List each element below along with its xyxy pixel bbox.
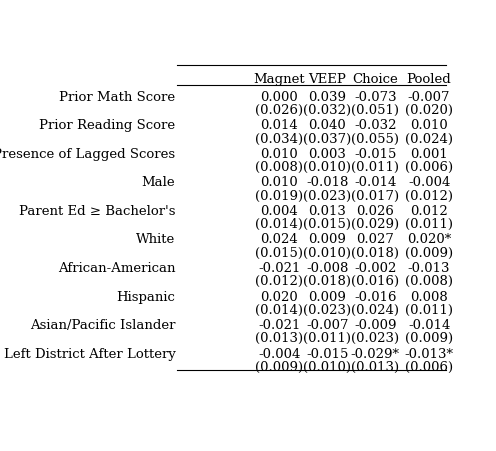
Text: (0.010): (0.010) (303, 360, 351, 373)
Text: 0.013: 0.013 (309, 204, 346, 217)
Text: -0.029*: -0.029* (351, 347, 400, 360)
Text: (0.017): (0.017) (351, 189, 399, 202)
Text: (0.023): (0.023) (303, 303, 351, 316)
Text: (0.008): (0.008) (255, 161, 303, 174)
Text: (0.006): (0.006) (405, 360, 453, 373)
Text: -0.021: -0.021 (258, 262, 301, 274)
Text: -0.009: -0.009 (354, 318, 396, 331)
Text: (0.010): (0.010) (303, 246, 351, 259)
Text: Parent Ed ≥ Bachelor's: Parent Ed ≥ Bachelor's (19, 204, 176, 217)
Text: 0.009: 0.009 (309, 233, 346, 246)
Text: -0.021: -0.021 (258, 318, 301, 331)
Text: (0.026): (0.026) (255, 104, 303, 117)
Text: Asian/Pacific Islander: Asian/Pacific Islander (30, 318, 176, 331)
Text: Pooled: Pooled (407, 73, 451, 86)
Text: (0.009): (0.009) (405, 331, 453, 345)
Text: (0.051): (0.051) (351, 104, 399, 117)
Text: -0.013*: -0.013* (405, 347, 454, 360)
Text: (0.023): (0.023) (351, 331, 399, 345)
Text: (0.015): (0.015) (255, 246, 303, 259)
Text: (0.011): (0.011) (405, 218, 453, 230)
Text: 0.026: 0.026 (356, 204, 394, 217)
Text: (0.034): (0.034) (255, 132, 303, 145)
Text: (0.032): (0.032) (303, 104, 351, 117)
Text: (0.024): (0.024) (405, 132, 453, 145)
Text: (0.006): (0.006) (405, 161, 453, 174)
Text: -0.015: -0.015 (354, 147, 396, 161)
Text: (0.024): (0.024) (351, 303, 399, 316)
Text: (0.018): (0.018) (351, 246, 399, 259)
Text: 0.010: 0.010 (260, 176, 298, 189)
Text: 0.027: 0.027 (356, 233, 394, 246)
Text: -0.004: -0.004 (258, 347, 301, 360)
Text: 0.003: 0.003 (309, 147, 346, 161)
Text: -0.015: -0.015 (306, 347, 348, 360)
Text: (0.013): (0.013) (351, 360, 399, 373)
Text: -0.007: -0.007 (306, 318, 349, 331)
Text: (0.010): (0.010) (303, 161, 351, 174)
Text: 0.014: 0.014 (260, 119, 298, 132)
Text: 0.000: 0.000 (260, 91, 298, 104)
Text: -0.014: -0.014 (408, 318, 450, 331)
Text: Left District After Lottery: Left District After Lottery (3, 347, 176, 360)
Text: 0.040: 0.040 (309, 119, 346, 132)
Text: Hispanic: Hispanic (117, 290, 176, 303)
Text: White: White (136, 233, 176, 246)
Text: -0.004: -0.004 (408, 176, 450, 189)
Text: (0.012): (0.012) (255, 275, 303, 288)
Text: 0.001: 0.001 (410, 147, 448, 161)
Text: -0.073: -0.073 (354, 91, 397, 104)
Text: (0.019): (0.019) (255, 189, 303, 202)
Text: 0.039: 0.039 (308, 91, 346, 104)
Text: Prior Math Score: Prior Math Score (60, 91, 176, 104)
Text: 0.020: 0.020 (260, 290, 298, 303)
Text: (0.008): (0.008) (405, 275, 453, 288)
Text: (0.037): (0.037) (303, 132, 351, 145)
Text: (0.020): (0.020) (405, 104, 453, 117)
Text: -0.007: -0.007 (408, 91, 450, 104)
Text: Male: Male (142, 176, 176, 189)
Text: (0.014): (0.014) (255, 218, 303, 230)
Text: (0.011): (0.011) (303, 331, 351, 345)
Text: (0.018): (0.018) (303, 275, 351, 288)
Text: Magnet: Magnet (253, 73, 305, 86)
Text: 0.024: 0.024 (260, 233, 298, 246)
Text: Choice: Choice (353, 73, 398, 86)
Text: -0.013: -0.013 (408, 262, 450, 274)
Text: (0.013): (0.013) (255, 331, 303, 345)
Text: -0.008: -0.008 (306, 262, 348, 274)
Text: 0.008: 0.008 (410, 290, 448, 303)
Text: -0.014: -0.014 (354, 176, 396, 189)
Text: 0.010: 0.010 (260, 147, 298, 161)
Text: Presence of Lagged Scores: Presence of Lagged Scores (0, 147, 176, 161)
Text: (0.011): (0.011) (405, 303, 453, 316)
Text: 0.012: 0.012 (410, 204, 448, 217)
Text: -0.018: -0.018 (306, 176, 348, 189)
Text: 0.009: 0.009 (309, 290, 346, 303)
Text: -0.002: -0.002 (354, 262, 396, 274)
Text: Prior Reading Score: Prior Reading Score (39, 119, 176, 132)
Text: (0.029): (0.029) (351, 218, 399, 230)
Text: -0.032: -0.032 (354, 119, 396, 132)
Text: (0.055): (0.055) (351, 132, 399, 145)
Text: (0.023): (0.023) (303, 189, 351, 202)
Text: (0.015): (0.015) (303, 218, 351, 230)
Text: African-American: African-American (58, 262, 176, 274)
Text: -0.016: -0.016 (354, 290, 396, 303)
Text: (0.009): (0.009) (255, 360, 303, 373)
Text: (0.016): (0.016) (351, 275, 399, 288)
Text: (0.014): (0.014) (255, 303, 303, 316)
Text: VEEP: VEEP (309, 73, 346, 86)
Text: 0.020*: 0.020* (407, 233, 451, 246)
Text: 0.010: 0.010 (410, 119, 448, 132)
Text: (0.009): (0.009) (405, 246, 453, 259)
Text: (0.011): (0.011) (351, 161, 399, 174)
Text: (0.012): (0.012) (405, 189, 453, 202)
Text: 0.004: 0.004 (260, 204, 298, 217)
